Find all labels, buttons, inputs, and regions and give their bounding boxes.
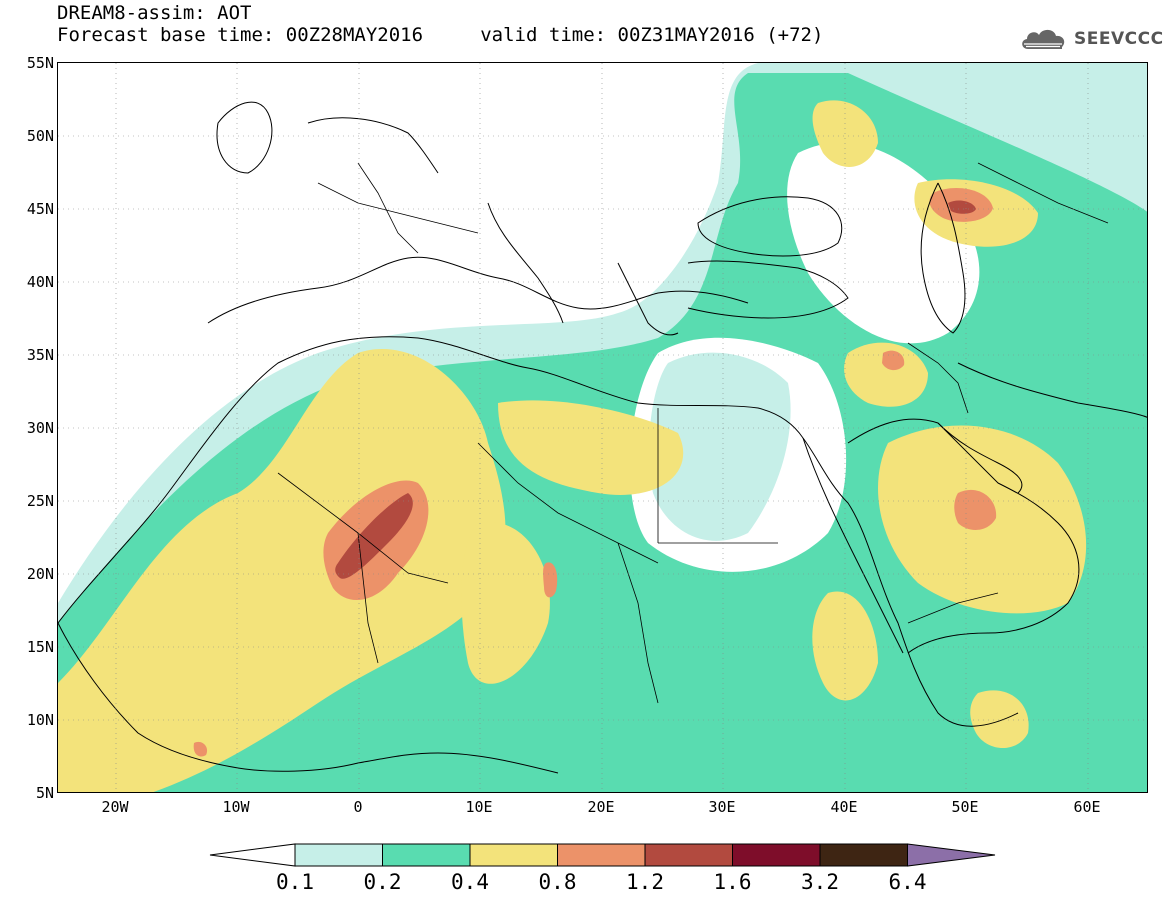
lat-label-35n: 35N [26,346,54,364]
colorbar-label-3.2: 3.2 [801,870,839,894]
lat-label-30n: 30N [26,419,54,437]
border-europe-1 [317,182,479,234]
coastline-greece [617,262,679,336]
lat-label-40n: 40N [26,273,54,291]
colorbar-segment-0.2 [382,843,471,867]
aot-band-0.8-guinea [193,741,208,757]
lat-label-45n: 45N [26,200,54,218]
aot-colorbar [209,843,996,867]
colorbar-label-0.2: 0.2 [363,870,402,894]
border-sudan-chad [617,542,659,704]
aot-band-1.2-mali [335,493,413,579]
lat-label-50n: 50N [26,127,54,145]
lon-label-20e: 20E [587,798,615,816]
lon-label-50e: 50E [951,798,979,816]
coastline-persian-gulf [937,422,1023,494]
colorbar-segment-3.2 [819,843,908,867]
colorbar-under-arrow [209,843,296,867]
colorbar-segment-0.1 [294,843,383,867]
colorbar-label-1.6: 1.6 [713,870,752,894]
coastline-black-sea [697,196,843,257]
lon-label-60e: 60E [1073,798,1101,816]
coastline-africa-north [58,336,1019,727]
colorbar-segment-0.4 [469,843,558,867]
coastline-north-sea [307,117,439,174]
coastline-africa-west [58,622,559,774]
coastline-italy [487,202,564,324]
colorbar-segment-1.6 [732,843,821,867]
colorbar-segment-1.2 [644,843,733,867]
border-algeria-mali [277,472,449,584]
lon-label-40e: 40E [830,798,858,816]
logo-text: SEEVCCC [1074,29,1164,49]
country-borders [277,162,1109,704]
lat-label-55n: 55N [26,54,54,72]
lat-label-20n: 20N [26,565,54,583]
forecast-times: Forecast base time: 00Z28MAY2016 valid t… [57,24,824,46]
seevccc-logo: SEEVCCC [1018,24,1164,54]
aot-contour-fields [58,63,1147,792]
colorbar-label-0.4: 0.4 [451,870,489,894]
aot-band-1.2-caspian [948,200,976,214]
aot-band-0.4-ethiopia [812,591,878,701]
coastline-caspian [920,182,966,334]
coastlines [58,101,1147,774]
aot-map [57,62,1148,793]
aot-band-0.4-somalia [970,690,1029,748]
aot-map-svg [58,63,1147,792]
lat-label-15n: 15N [26,638,54,656]
colorbar-label-0.1: 0.1 [276,870,314,894]
colorbar-label-6.4: 6.4 [888,870,927,894]
border-saudi-yemen [907,592,999,624]
coastline-red-sea [802,437,904,654]
coastline-arabia [847,418,1080,654]
lon-label-0: 0 [353,798,363,816]
aot-band-0.8-chad [543,562,558,598]
colorbar-over-arrow [907,843,996,867]
lon-label-10e: 10E [465,798,493,816]
aot-band-0.4-iraq [844,342,928,407]
aot-band-0.4-sahara [498,400,684,495]
colorbar-segment-0.8 [557,843,646,867]
border-mali-niger [357,532,379,664]
graticule [58,63,1147,792]
lon-label-10w: 10W [222,798,250,816]
lon-label-30e: 30E [708,798,736,816]
border-libya-chad [477,442,659,564]
lat-label-10n: 10N [26,711,54,729]
aot-band-0.8-iraq [882,350,905,371]
border-europe-2 [357,162,419,254]
aot-band-0.4-chad [461,521,550,684]
colorbar-label-0.8: 0.8 [538,870,577,894]
border-russia-kazakh [977,162,1109,224]
coastline-iran [957,362,1147,418]
lat-label-25n: 25N [26,492,54,510]
aot-band-0.8-gulf [954,489,997,530]
coastline-europe-south [207,256,749,324]
border-iran-iraq [907,342,969,414]
chart-title: DREAM8-assim: AOT [57,2,252,24]
aot-low-egypt-rim [648,352,791,541]
cloud-icon [1022,29,1065,49]
aot-band-0.4-west [58,349,506,792]
coastline-turkey [687,260,849,319]
lat-label-5n: 5N [35,784,54,802]
colorbar-label-1.2: 1.2 [626,870,664,894]
coastline-britain [216,101,273,174]
lon-label-20w: 20W [101,798,129,816]
